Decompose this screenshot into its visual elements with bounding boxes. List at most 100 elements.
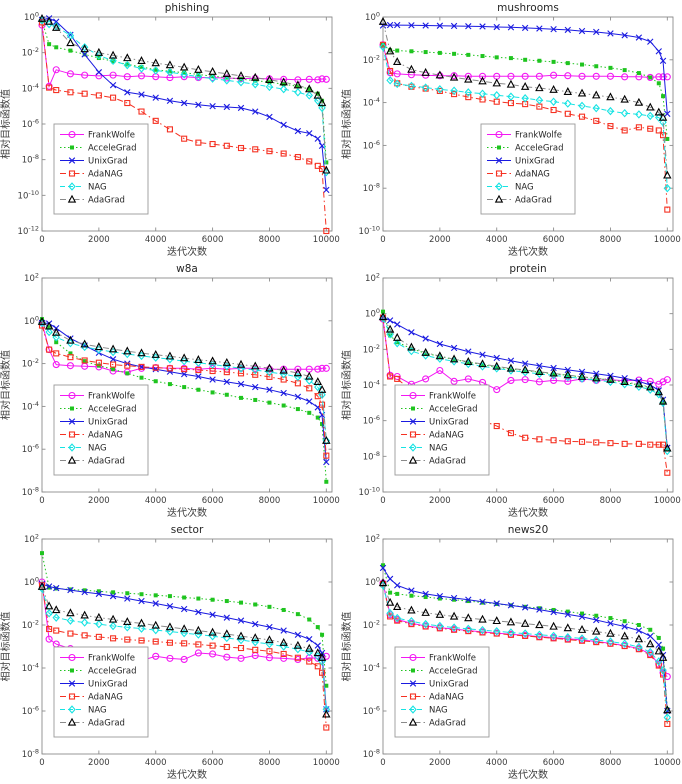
- svg-text:2000: 2000: [88, 235, 110, 245]
- chart-title: news20: [508, 524, 549, 536]
- svg-text:102: 102: [365, 272, 380, 285]
- chart-title: sector: [171, 524, 204, 536]
- svg-text:4000: 4000: [145, 758, 167, 768]
- svg-text:2000: 2000: [88, 758, 110, 768]
- svg-text:0: 0: [380, 496, 385, 506]
- svg-text:10-6: 10-6: [22, 705, 39, 718]
- x-axis-label: 迭代次数: [167, 506, 207, 519]
- legend: FrankWolfe AcceleGrad UnixGrad AdaNAG NAG Ada…: [53, 646, 149, 738]
- svg-text:102: 102: [24, 272, 39, 285]
- svg-text:8000: 8000: [259, 496, 281, 506]
- svg-text:102: 102: [24, 533, 39, 546]
- legend-label-FrankWolfe: FrankWolfe: [88, 654, 135, 664]
- svg-text:2000: 2000: [429, 235, 451, 245]
- x-axis-label: 迭代次数: [508, 506, 548, 519]
- y-axis: 102 100 10-2 10-4 10-6 10-8: [363, 533, 673, 760]
- svg-text:102: 102: [365, 533, 380, 546]
- x-axis: 0 2000 4000 6000 8000 10000: [39, 278, 340, 506]
- svg-text:10-8: 10-8: [363, 182, 380, 195]
- legend-label-NAG: NAG: [429, 444, 448, 454]
- svg-text:6000: 6000: [543, 758, 565, 768]
- series-AdaGrad: [378, 16, 672, 179]
- chart-protein: 0 2000 4000 6000 8000 10000 102 100 10-2 10-4 10-6…: [341, 263, 681, 519]
- legend-label-AdaNAG: AdaNAG: [429, 431, 464, 441]
- legend-label-AcceleGrad: AcceleGrad: [429, 405, 478, 415]
- legend-label-AdaNAG: AdaNAG: [88, 431, 123, 441]
- svg-text:10-8: 10-8: [363, 450, 380, 463]
- svg-text:10-4: 10-4: [363, 662, 380, 675]
- legend: FrankWolfe AcceleGrad UnixGrad AdaNAG NAG Ada…: [53, 384, 149, 476]
- svg-text:10-6: 10-6: [363, 139, 380, 152]
- legend-label-AdaNAG: AdaNAG: [515, 170, 550, 180]
- chart-title: protein: [509, 263, 546, 275]
- svg-text:4000: 4000: [486, 496, 508, 506]
- svg-text:10-4: 10-4: [22, 82, 39, 95]
- x-axis-label: 迭代次数: [508, 245, 548, 258]
- svg-text:2000: 2000: [429, 758, 451, 768]
- x-axis-label: 迭代次数: [508, 768, 548, 781]
- svg-text:6000: 6000: [543, 496, 565, 506]
- legend-label-UnixGrad: UnixGrad: [429, 680, 469, 690]
- legend-label-AcceleGrad: AcceleGrad: [88, 405, 137, 415]
- legend-label-NAG: NAG: [88, 444, 107, 454]
- svg-text:100: 100: [365, 11, 380, 24]
- legend-label-UnixGrad: UnixGrad: [88, 418, 128, 428]
- svg-text:10-4: 10-4: [22, 400, 39, 413]
- svg-text:10-2: 10-2: [363, 619, 380, 632]
- legend-label-AdaGrad: AdaGrad: [429, 457, 466, 467]
- legend-label-NAG: NAG: [515, 183, 534, 193]
- y-axis-label: 相对目标函数值: [341, 350, 353, 420]
- svg-text:10-2: 10-2: [363, 343, 380, 356]
- chart-cell-sector: 0 2000 4000 6000 8000 10000 102 100 10-2 10-4 10-6…: [0, 522, 341, 784]
- y-axis: 102 100 10-2 10-4 10-6 10-8: [22, 272, 332, 498]
- svg-text:6000: 6000: [543, 235, 565, 245]
- svg-text:10-10: 10-10: [359, 486, 380, 499]
- chart-w8a: 0 2000 4000 6000 8000 10000 102 100 10-2 10-4 10-6…: [0, 263, 340, 519]
- legend-label-UnixGrad: UnixGrad: [88, 680, 128, 690]
- svg-text:10-2: 10-2: [22, 619, 39, 632]
- legend-label-AcceleGrad: AcceleGrad: [515, 144, 564, 154]
- series-AdaNAG: [38, 582, 330, 731]
- series-AdaGrad: [378, 312, 672, 452]
- legend-label-UnixGrad: UnixGrad: [515, 157, 555, 167]
- svg-text:4000: 4000: [486, 235, 508, 245]
- chart-title: phishing: [165, 2, 210, 14]
- svg-text:100: 100: [24, 11, 39, 24]
- svg-text:10-8: 10-8: [22, 748, 39, 761]
- svg-text:10-8: 10-8: [22, 153, 39, 166]
- svg-text:0: 0: [380, 758, 385, 768]
- y-axis-label: 相对目标函数值: [341, 89, 353, 159]
- series-AdaNAG: [38, 19, 330, 235]
- legend-label-AdaGrad: AdaGrad: [429, 719, 466, 729]
- svg-text:10-6: 10-6: [363, 414, 380, 427]
- x-axis: 0 2000 4000 6000 8000 10000: [380, 17, 681, 245]
- svg-text:100: 100: [365, 307, 380, 320]
- x-axis-label: 迭代次数: [167, 245, 207, 258]
- svg-text:2000: 2000: [88, 496, 110, 506]
- legend-label-AdaGrad: AdaGrad: [515, 196, 552, 206]
- svg-text:0: 0: [39, 758, 44, 768]
- svg-text:2000: 2000: [429, 496, 451, 506]
- series-AdaGrad: [37, 317, 331, 444]
- chart-cell-phishing: 0 2000 4000 6000 8000 10000 100 10-2 10-4 10-6 10-…: [0, 0, 341, 261]
- legend-label-AcceleGrad: AcceleGrad: [429, 667, 478, 677]
- svg-text:8000: 8000: [259, 235, 281, 245]
- svg-text:10-10: 10-10: [18, 189, 39, 202]
- legend-label-AdaGrad: AdaGrad: [88, 457, 125, 467]
- legend-label-AcceleGrad: AcceleGrad: [88, 144, 137, 154]
- svg-text:6000: 6000: [202, 496, 224, 506]
- chart-mushrooms: 0 2000 4000 6000 8000 10000 100 10-2 10-4 10-6 10-…: [341, 2, 681, 258]
- svg-text:8000: 8000: [600, 496, 622, 506]
- chart-cell-mushrooms: 0 2000 4000 6000 8000 10000 100 10-2 10-4 10-6 10-…: [341, 0, 682, 261]
- svg-text:10-6: 10-6: [22, 443, 39, 456]
- svg-text:8000: 8000: [600, 235, 622, 245]
- svg-text:10-6: 10-6: [22, 118, 39, 131]
- series-AdaGrad: [37, 581, 331, 718]
- svg-text:4000: 4000: [145, 235, 167, 245]
- svg-text:10000: 10000: [654, 496, 681, 506]
- legend-label-FrankWolfe: FrankWolfe: [429, 392, 476, 402]
- legend: FrankWolfe AcceleGrad UnixGrad AdaNAG NAG Ada…: [394, 646, 490, 738]
- svg-text:0: 0: [39, 235, 44, 245]
- legend-label-FrankWolfe: FrankWolfe: [429, 654, 476, 664]
